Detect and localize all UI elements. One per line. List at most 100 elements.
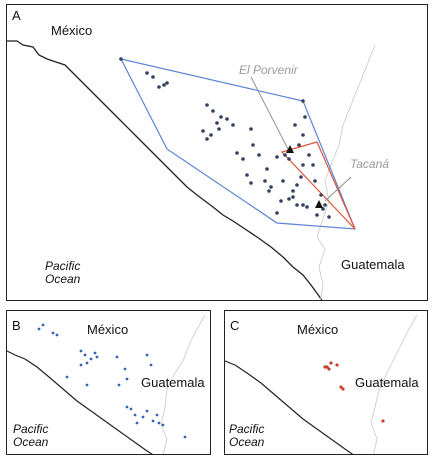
sample-point — [141, 415, 145, 419]
sample-point — [215, 121, 219, 125]
sample-point — [162, 83, 166, 87]
sample-point — [291, 189, 295, 193]
sample-point — [327, 367, 331, 371]
coastline — [7, 350, 153, 454]
sample-point — [79, 363, 83, 367]
sample-point — [305, 205, 309, 209]
guatemala-label: Guatemala — [355, 375, 419, 390]
source-area-polygon — [280, 141, 356, 230]
sample-point — [231, 123, 235, 127]
sample-point — [93, 351, 97, 355]
sample-point — [275, 155, 279, 159]
sample-point — [41, 323, 45, 327]
sample-point — [129, 407, 133, 411]
sample-point — [161, 423, 165, 427]
sample-point — [65, 375, 69, 379]
sample-point — [83, 353, 87, 357]
sample-point — [299, 175, 303, 179]
sample-point — [249, 127, 253, 131]
convex-hull-polygon — [119, 58, 356, 230]
sample-point — [165, 81, 169, 85]
sample-point — [79, 349, 83, 353]
sample-point — [267, 189, 271, 193]
guatemala-label: Guatemala — [341, 257, 405, 272]
sample-point — [275, 211, 279, 215]
sample-point — [319, 193, 323, 197]
sample-points — [323, 361, 385, 423]
sample-point — [125, 405, 129, 409]
sample-point — [209, 133, 213, 137]
sample-point — [327, 215, 331, 219]
sample-point — [235, 151, 239, 155]
sample-point — [151, 419, 155, 423]
sample-point — [323, 203, 327, 207]
tacana-label: Tacaná — [350, 157, 389, 171]
sample-point — [211, 109, 215, 113]
sample-point — [339, 385, 343, 389]
sample-point — [51, 331, 55, 335]
ocean-line-2: Ocean — [45, 272, 81, 286]
sample-point — [269, 185, 273, 189]
guatemala-label: Guatemala — [141, 375, 205, 390]
pacific-ocean-label: Pacific Ocean — [45, 260, 80, 286]
sample-point — [205, 103, 209, 107]
sample-point — [183, 435, 187, 439]
sample-point — [133, 413, 137, 417]
sample-point — [303, 115, 307, 119]
panel-b-map: B México Guatemala Pacific Ocean — [6, 310, 211, 455]
sample-point — [291, 195, 295, 199]
sample-point — [225, 117, 229, 121]
panel-c-letter: C — [230, 318, 240, 333]
sample-point — [157, 421, 161, 425]
sample-point — [245, 173, 249, 177]
sample-point — [341, 387, 345, 391]
sample-points — [119, 57, 331, 219]
sample-point — [283, 153, 287, 157]
sample-point — [257, 153, 261, 157]
sample-point — [145, 353, 149, 357]
panel-b-letter: B — [12, 318, 21, 333]
sample-point — [157, 85, 161, 89]
sample-point — [89, 357, 93, 361]
sample-point — [55, 333, 59, 337]
sample-point — [295, 183, 299, 187]
sample-point — [85, 383, 89, 387]
panel-a-canvas — [7, 40, 376, 300]
sample-point — [37, 327, 41, 331]
sample-point — [219, 115, 223, 119]
ocean-line-1: Pacific — [45, 259, 81, 273]
sample-point — [145, 409, 149, 413]
sample-point — [125, 377, 129, 381]
sample-point — [135, 421, 139, 425]
sample-point — [307, 153, 311, 157]
leader-line-tacana — [324, 176, 352, 202]
ocean-line-1: Pacific — [229, 422, 265, 436]
sample-point — [311, 163, 315, 167]
el-porvenir-label: El Porvenir — [239, 63, 298, 77]
sample-point — [301, 203, 305, 207]
national-border — [316, 44, 376, 300]
sample-point — [321, 207, 325, 211]
sample-point — [335, 363, 339, 367]
sample-point — [115, 355, 119, 359]
sample-point — [149, 363, 153, 367]
sample-point — [241, 157, 245, 161]
coastline — [225, 360, 354, 454]
sample-point — [381, 419, 385, 423]
panel-a-letter: A — [12, 8, 21, 23]
ocean-line-2: Ocean — [13, 435, 49, 449]
sample-point — [301, 99, 305, 103]
sample-point — [117, 383, 121, 387]
sample-point — [201, 129, 205, 133]
sample-point — [293, 123, 297, 127]
panel-b-canvas — [7, 314, 206, 454]
sample-point — [301, 163, 305, 167]
sample-point — [315, 213, 319, 217]
volcano-tacana-icon — [315, 200, 323, 208]
sample-point — [297, 143, 301, 147]
sample-point — [205, 137, 209, 141]
pacific-ocean-label: Pacific Ocean — [13, 423, 48, 449]
sample-point — [95, 355, 99, 359]
sample-point — [123, 367, 127, 371]
sample-point — [151, 75, 155, 79]
